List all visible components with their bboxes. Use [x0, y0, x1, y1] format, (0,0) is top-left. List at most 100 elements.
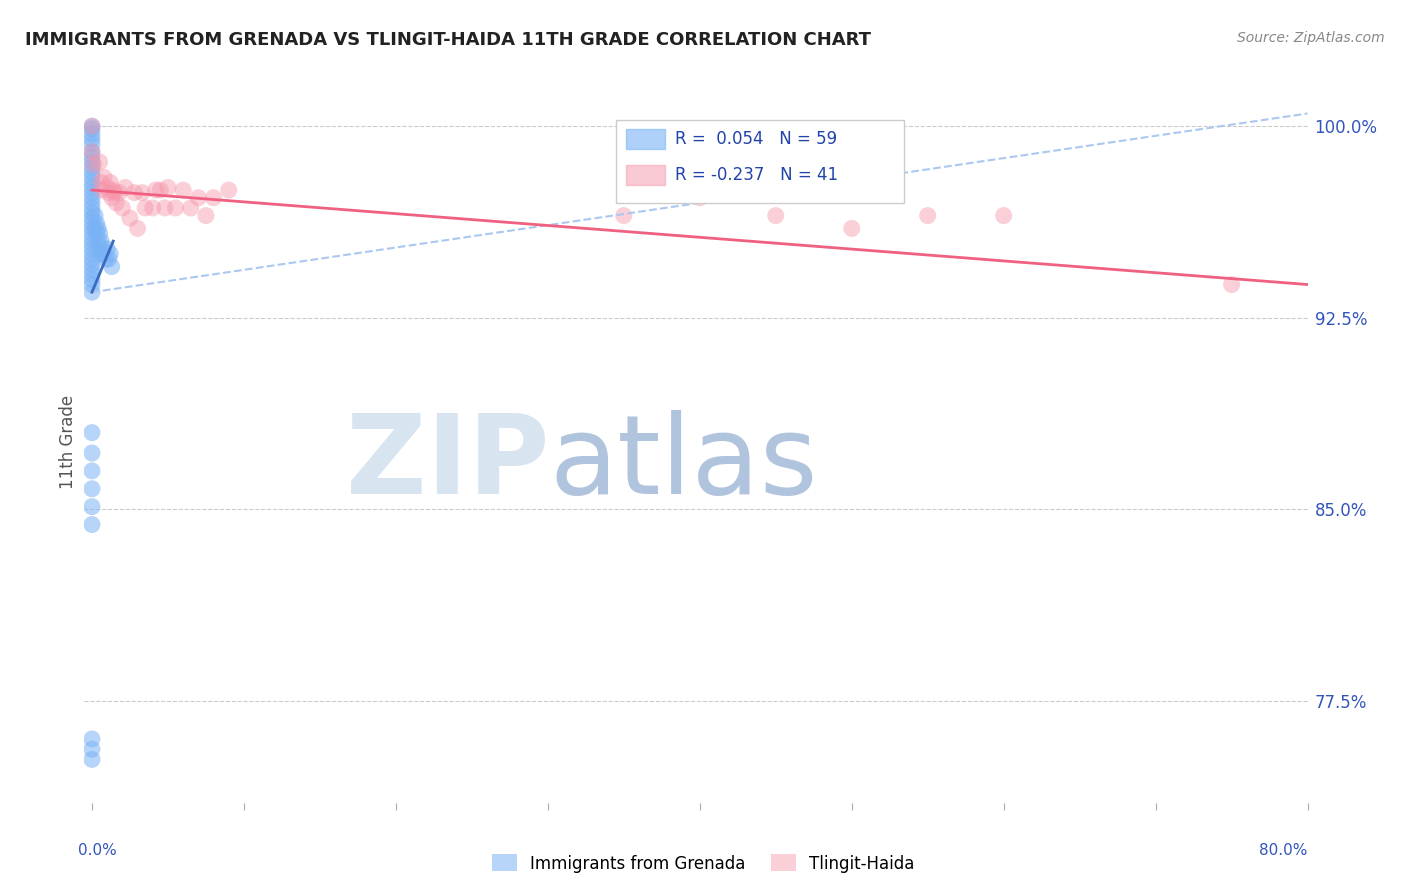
Point	[80, 170, 103, 185]
Point	[134, 201, 156, 215]
Point	[149, 183, 172, 197]
Point	[114, 180, 136, 194]
Point	[124, 186, 146, 200]
Point	[194, 209, 217, 223]
Point	[87, 221, 110, 235]
Point	[80, 180, 103, 194]
Point	[108, 186, 131, 200]
Point	[89, 242, 111, 256]
Point	[80, 272, 103, 286]
Text: 0.0%: 0.0%	[79, 843, 117, 857]
Point	[127, 221, 149, 235]
Point	[87, 234, 110, 248]
Point	[82, 157, 104, 171]
Point	[80, 500, 103, 514]
Point	[80, 127, 103, 141]
Point	[1220, 277, 1243, 292]
Point	[80, 186, 103, 200]
Point	[80, 201, 103, 215]
Point	[131, 186, 153, 200]
Point	[90, 247, 112, 261]
Point	[86, 216, 108, 230]
Point	[80, 120, 103, 134]
Point	[165, 201, 187, 215]
Point	[80, 236, 103, 251]
Point	[100, 191, 122, 205]
Point	[93, 170, 115, 185]
Point	[105, 195, 128, 210]
Text: R =  0.054   N = 59: R = 0.054 N = 59	[675, 130, 838, 148]
Point	[98, 247, 121, 261]
Point	[111, 201, 134, 215]
Point	[80, 752, 103, 766]
FancyBboxPatch shape	[626, 165, 665, 185]
Point	[80, 150, 103, 164]
Point	[91, 183, 114, 197]
FancyBboxPatch shape	[626, 128, 665, 149]
Point	[80, 175, 103, 189]
Point	[100, 260, 122, 274]
Point	[96, 180, 118, 194]
Point	[86, 227, 108, 241]
Point	[142, 201, 165, 215]
Point	[103, 183, 125, 197]
Point	[84, 221, 107, 235]
Point	[80, 731, 103, 746]
Text: Source: ZipAtlas.com: Source: ZipAtlas.com	[1237, 31, 1385, 45]
Point	[97, 186, 120, 200]
Point	[841, 221, 863, 235]
Point	[765, 209, 787, 223]
FancyBboxPatch shape	[616, 120, 904, 203]
Point	[993, 209, 1015, 223]
Point	[689, 191, 711, 205]
Point	[80, 517, 103, 532]
Point	[80, 206, 103, 220]
Point	[80, 145, 103, 159]
Point	[187, 191, 209, 205]
Point	[156, 180, 179, 194]
Point	[80, 137, 103, 152]
Point	[98, 175, 121, 189]
Point	[80, 145, 103, 159]
Point	[94, 252, 117, 266]
Point	[80, 121, 103, 136]
Point	[80, 195, 103, 210]
Point	[104, 186, 127, 200]
Point	[180, 201, 202, 215]
Point	[613, 209, 636, 223]
Point	[172, 183, 194, 197]
Point	[91, 242, 114, 256]
Point	[93, 247, 115, 261]
Point	[80, 257, 103, 271]
Point	[90, 175, 112, 189]
Point	[80, 221, 103, 235]
Point	[96, 242, 118, 256]
Point	[80, 216, 103, 230]
Point	[80, 211, 103, 226]
Point	[80, 160, 103, 174]
Point	[80, 482, 103, 496]
Y-axis label: 11th Grade: 11th Grade	[59, 394, 77, 489]
Point	[84, 209, 107, 223]
Point	[145, 183, 167, 197]
Point	[80, 252, 103, 266]
Point	[80, 247, 103, 261]
Point	[80, 285, 103, 300]
Point	[80, 425, 103, 440]
Point	[80, 132, 103, 146]
Point	[153, 201, 176, 215]
Text: ZIP: ZIP	[346, 409, 550, 516]
Point	[89, 227, 111, 241]
Point	[80, 227, 103, 241]
Point	[80, 231, 103, 245]
Point	[80, 165, 103, 179]
Point	[218, 183, 240, 197]
Point	[118, 211, 141, 226]
Point	[80, 191, 103, 205]
Point	[89, 155, 111, 169]
Point	[80, 446, 103, 460]
Text: R = -0.237   N = 41: R = -0.237 N = 41	[675, 166, 838, 184]
Text: IMMIGRANTS FROM GRENADA VS TLINGIT-HAIDA 11TH GRADE CORRELATION CHART: IMMIGRANTS FROM GRENADA VS TLINGIT-HAIDA…	[25, 31, 872, 49]
Point	[97, 252, 120, 266]
Point	[80, 242, 103, 256]
